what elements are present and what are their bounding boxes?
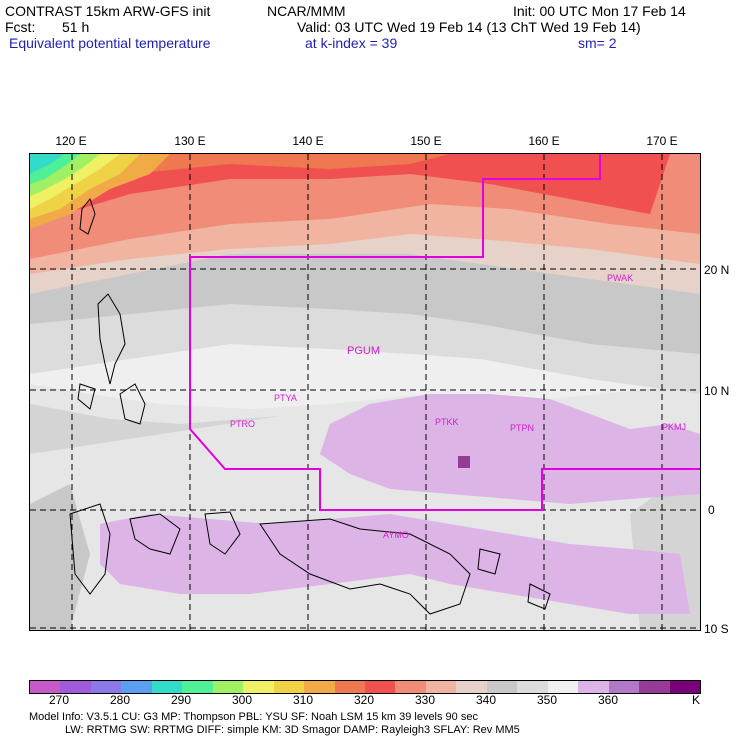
colorbar-swatch [60,681,91,693]
colorbar-swatch [517,681,548,693]
colorbar-swatch [456,681,487,693]
level-label: at k-index = 39 [305,35,398,51]
station-ptpn: PTPN [510,423,535,433]
model-info-line1: Model Info: V3.5.1 CU: G3 MP: Thompson P… [29,711,478,723]
colorbar-swatch [90,681,122,693]
station-pwak: PWAK [607,273,634,283]
init-time: Init: 00 UTC Mon 17 Feb 14 [513,3,686,19]
smoothing-label: sm= 2 [578,35,617,51]
colorbar-swatch [121,681,152,693]
field-name: Equivalent potential temperature [9,35,211,51]
lat-label-10s: 10 S [704,622,729,636]
forecast-label: Fcst: [5,19,36,35]
lon-label-130: 130 E [174,134,206,148]
lat-label-0: 0 [708,503,715,517]
colorbar-swatch [395,681,426,693]
colorbar-swatch [639,681,670,693]
lon-label-140: 140 E [292,134,324,148]
colorbar [29,680,701,694]
station-ptro: PTRO [230,419,256,429]
colorbar-swatch [243,681,274,693]
lon-label-150: 150 E [410,134,442,148]
station-pkmj: PKMJ [662,422,687,432]
lon-label-160: 160 E [528,134,560,148]
institution-label: NCAR/MMM [267,3,346,19]
colorbar-unit: K [691,693,700,707]
lat-label-10n: 10 N [704,384,730,398]
colorbar-tick-300: 300 [231,693,253,707]
forecast-hour: 51 h [62,19,90,35]
colorbar-tick-360: 360 [597,693,619,707]
colorbar-swatch [578,681,609,693]
lat-label-20n: 20 N [704,263,730,277]
station-ptya: PTYA [274,393,297,403]
colorbar-swatch [334,681,365,693]
lon-label-120: 120 E [55,134,87,148]
colorbar-swatch [608,681,640,693]
colorbar-tick-280: 280 [109,693,131,707]
map-panel [29,153,701,631]
colorbar-tick-270: 270 [48,693,70,707]
colorbar-swatch [30,681,61,693]
colorbar-tick-340: 340 [475,693,497,707]
model-title: CONTRAST 15km ARW-GFS init [5,3,211,19]
station-aymo: AYMO [383,530,409,540]
colorbar-swatch [212,681,244,693]
colorbar-swatch [304,681,335,693]
colorbar-swatch [547,681,579,693]
theta-e-field [30,154,700,630]
lon-label-170: 170 E [646,134,678,148]
colorbar-swatch [151,681,183,693]
colorbar-swatch [486,681,518,693]
station-ptkk: PTKK [435,417,459,427]
colorbar-tick-350: 350 [536,693,558,707]
colorbar-tick-320: 320 [353,693,375,707]
colorbar-tick-290: 290 [170,693,192,707]
colorbar-swatch [273,681,305,693]
colorbar-swatch [425,681,457,693]
station-pgum: PGUM [347,345,380,357]
colorbar-tick-310: 310 [292,693,314,707]
colorbar-swatch [364,681,396,693]
colorbar-swatch [182,681,213,693]
model-info-line2: LW: RRTMG SW: RRTMG DIFF: simple KM: 3D … [65,724,520,736]
colorbar-tick-330: 330 [414,693,436,707]
colorbar-swatch [669,681,700,693]
valid-time: Valid: 03 UTC Wed 19 Feb 14 (13 ChT Wed … [297,19,641,35]
